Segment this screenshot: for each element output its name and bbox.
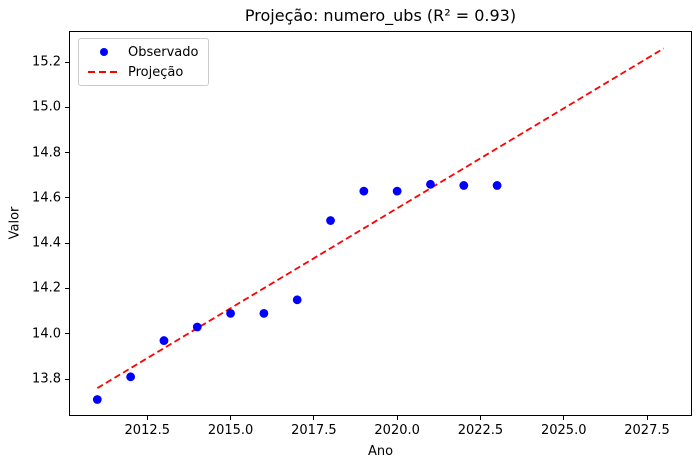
x-tick-label: 2012.5 — [124, 423, 171, 438]
y-tick-mark — [65, 287, 69, 289]
y-tick-label: 14.4 — [32, 235, 61, 251]
data-point — [326, 216, 335, 225]
plot-area — [69, 31, 692, 416]
data-point — [126, 372, 136, 382]
x-tick-label: 2015.0 — [207, 423, 254, 438]
data-point — [392, 186, 402, 196]
x-tick-mark — [146, 416, 148, 420]
y-tick-mark — [65, 242, 69, 244]
data-point — [259, 309, 269, 318]
x-tick-mark — [396, 416, 398, 420]
legend-label-observado: Observado — [128, 44, 199, 60]
legend-marker-cell — [87, 48, 121, 56]
y-tick-label: 15.0 — [32, 99, 61, 115]
x-tick-label: 2017.5 — [291, 423, 337, 438]
y-tick-mark — [65, 106, 69, 108]
y-tick-label: 15.2 — [32, 54, 61, 70]
projection-line — [96, 47, 665, 389]
data-point — [159, 336, 169, 345]
y-axis-label: Valor — [7, 206, 23, 240]
data-point — [192, 322, 202, 332]
data-point — [492, 181, 502, 190]
legend-item-projecao: Projeção — [87, 63, 198, 81]
y-tick-mark — [65, 152, 69, 154]
legend-marker-cell — [87, 71, 121, 73]
plot-canvas — [92, 47, 665, 404]
data-point — [92, 395, 102, 404]
data-point — [359, 186, 369, 196]
y-tick-mark — [65, 333, 69, 335]
x-tick-mark — [230, 416, 232, 420]
x-axis-label: Ano — [367, 444, 394, 459]
data-point — [292, 295, 302, 305]
y-tick-label: 14.0 — [32, 326, 61, 342]
dashed-line-icon — [88, 71, 120, 73]
legend: Observado Projeção — [78, 38, 210, 86]
legend-item-observado: Observado — [87, 43, 198, 61]
x-tick-mark — [479, 416, 481, 420]
legend-label-projecao: Projeção — [128, 64, 184, 80]
y-tick-label: 14.6 — [32, 190, 61, 206]
scatter-marker-icon — [100, 48, 108, 56]
data-point — [459, 181, 469, 190]
data-point — [226, 309, 235, 318]
y-tick-label: 13.8 — [32, 371, 61, 387]
data-point — [426, 179, 435, 189]
x-tick-label: 2020.0 — [374, 423, 420, 438]
x-tick-mark — [313, 416, 315, 420]
x-tick-label: 2022.5 — [457, 423, 504, 438]
y-tick-label: 14.8 — [32, 145, 61, 161]
chart-title: Projeção: numero_ubs (R² = 0.93) — [244, 6, 517, 25]
x-tick-mark — [646, 416, 648, 420]
x-tick-label: 2025.0 — [540, 423, 587, 438]
x-tick-mark — [563, 416, 565, 420]
y-tick-mark — [65, 61, 69, 63]
y-tick-label: 14.2 — [32, 280, 61, 296]
x-tick-label: 2027.5 — [624, 423, 670, 438]
y-tick-mark — [65, 378, 69, 380]
y-tick-mark — [65, 197, 69, 199]
